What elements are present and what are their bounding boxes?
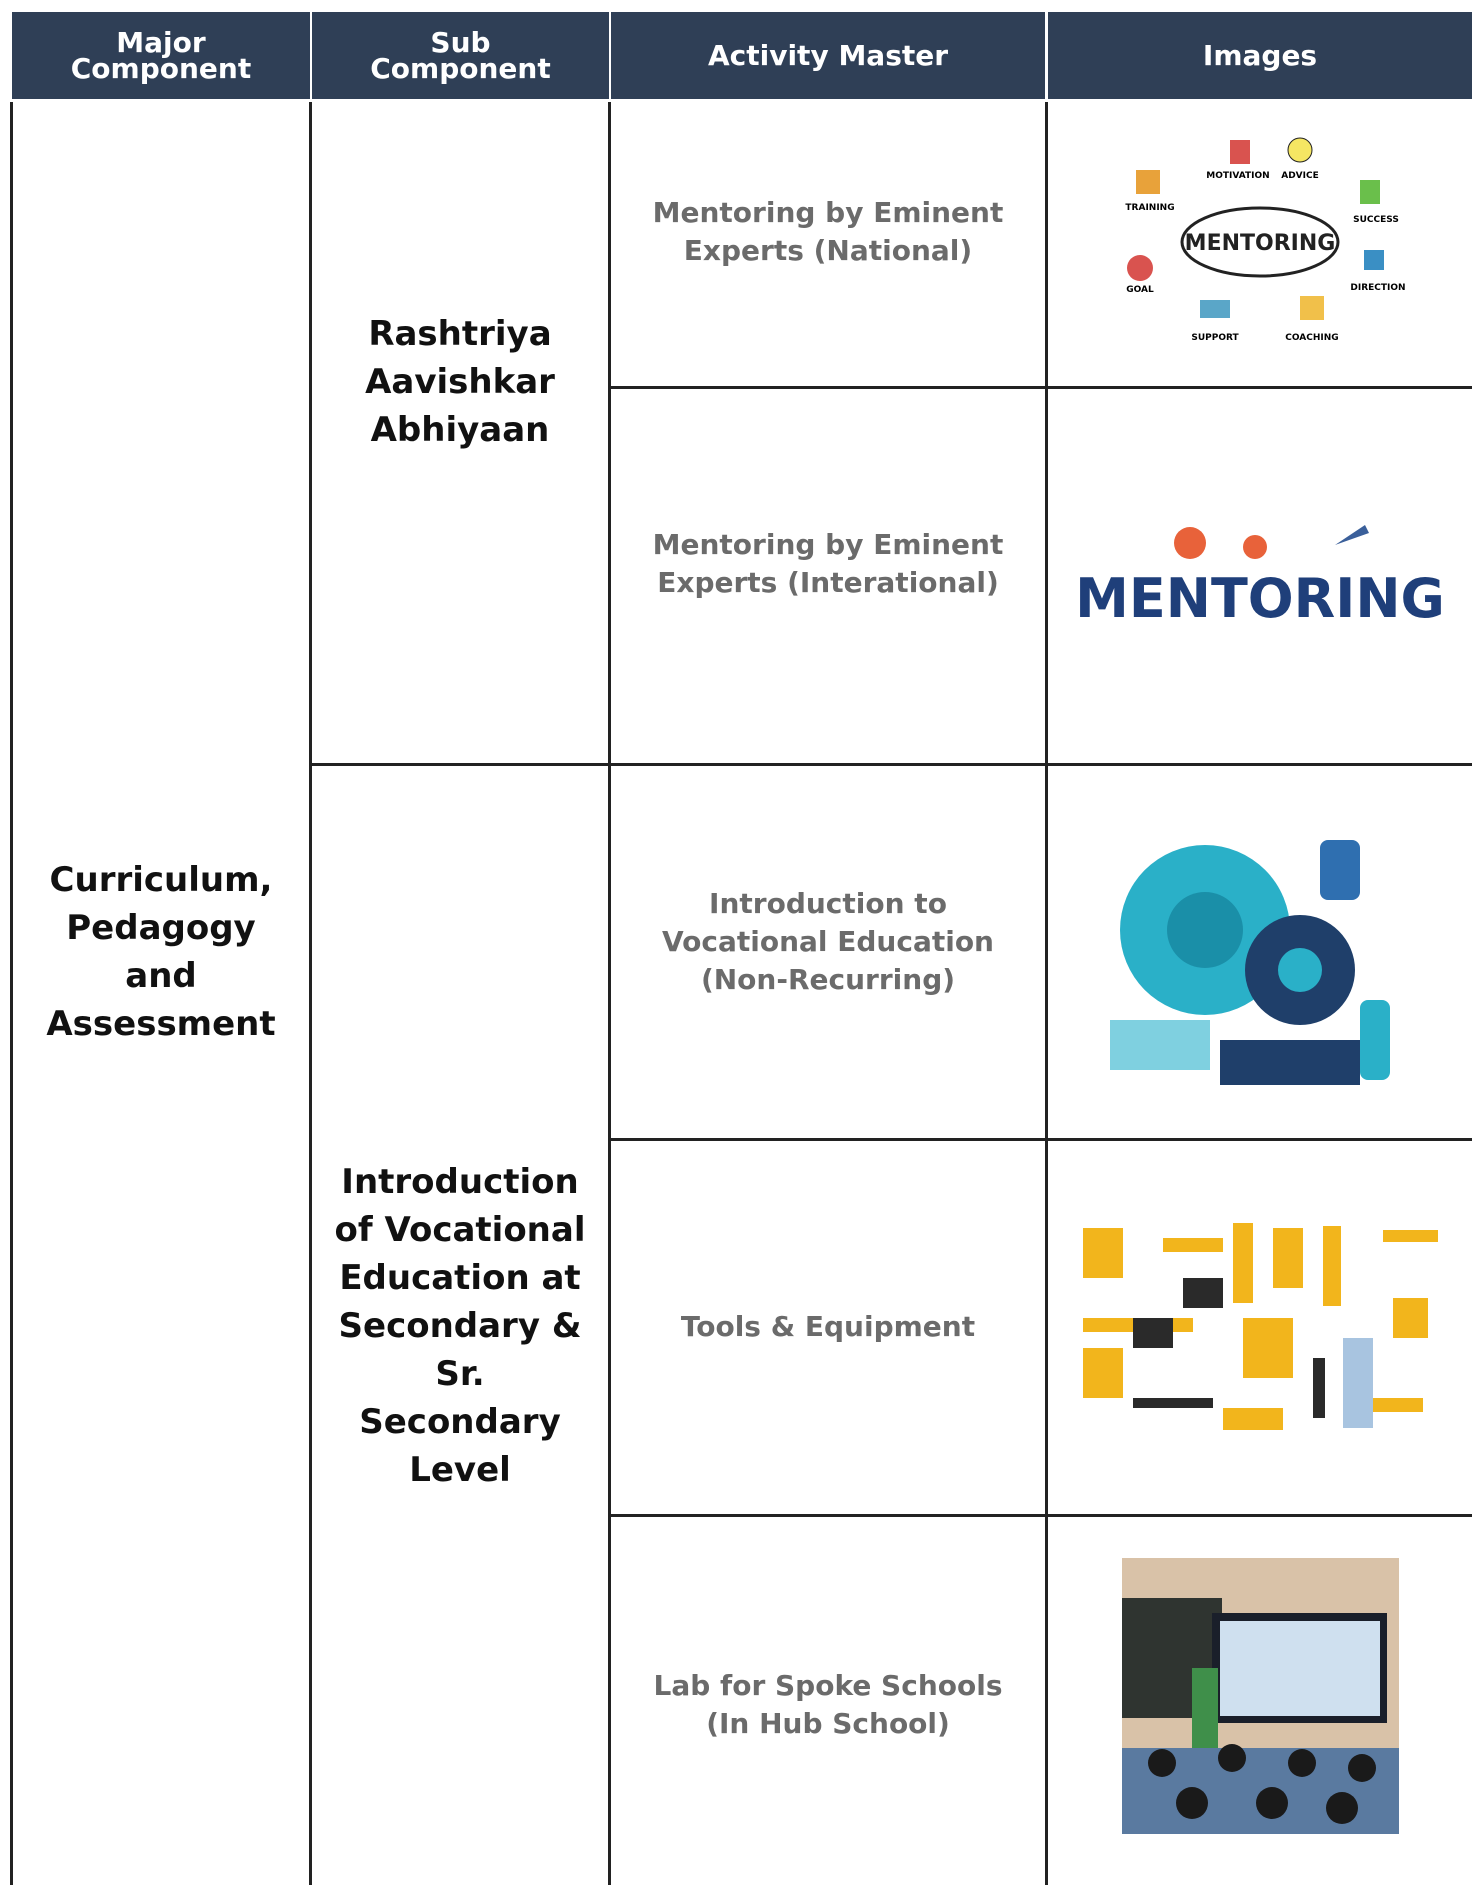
image-label: MENTORING	[1185, 231, 1336, 256]
header-cell: Images	[1048, 12, 1472, 99]
image-label: GOAL	[1126, 285, 1154, 295]
image-label: TRAINING	[1125, 203, 1174, 213]
image-label: MOTIVATION	[1206, 171, 1269, 181]
image-label: SUCCESS	[1353, 215, 1399, 225]
mentoring-diagram: MENTORING MOTIVATION ADVICE TRAINING SUC…	[1125, 137, 1406, 343]
activity: Lab for Spoke Schools (In Hub School)	[653, 1669, 1003, 1740]
border	[608, 102, 611, 1885]
image-label: ADVICE	[1281, 171, 1319, 181]
header-cell: Major Component	[12, 12, 310, 99]
sub-component: Introduction of Vocational Education at …	[334, 1161, 586, 1490]
image-label: DIRECTION	[1350, 283, 1405, 293]
image-label: COACHING	[1285, 333, 1338, 343]
image-label: MENTORING	[1075, 567, 1445, 630]
border	[609, 386, 1472, 389]
header-cell: Sub Component	[312, 12, 609, 99]
activity: Tools & Equipment	[680, 1310, 976, 1343]
image-label: SUPPORT	[1191, 333, 1239, 343]
classroom-photo	[1122, 1558, 1399, 1834]
border	[609, 1138, 1472, 1141]
tools-illustration	[1083, 1223, 1438, 1430]
border	[609, 1514, 1472, 1517]
border	[310, 763, 1472, 766]
activity: Mentoring by Eminent Experts (Interation…	[652, 528, 1004, 599]
mentoring-wordart: MENTORING	[1075, 525, 1445, 630]
border	[10, 102, 13, 1885]
header-cell: Activity Master	[611, 12, 1045, 99]
sub-component: Rashtriya Aavishkar Abhiyaan	[365, 314, 555, 450]
activity: Mentoring by Eminent Experts (National)	[652, 196, 1004, 267]
border	[309, 102, 312, 1885]
vocational-illustration	[1110, 840, 1390, 1085]
activity: Introduction to Vocational Education (No…	[661, 887, 994, 996]
major-component: Curriculum, Pedagogy and Assessment	[46, 860, 276, 1044]
border	[1045, 102, 1048, 1885]
